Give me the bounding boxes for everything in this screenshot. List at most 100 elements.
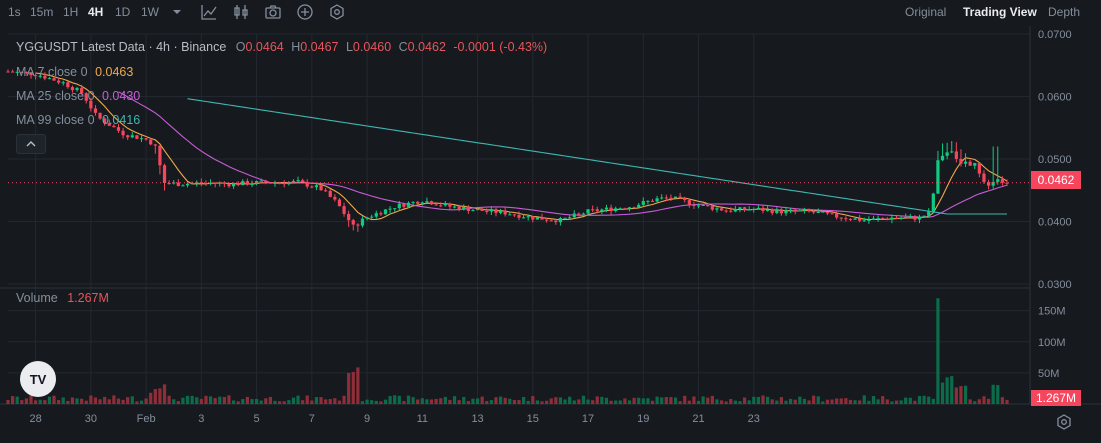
add-icon[interactable] [296,3,314,21]
candle-body [940,155,945,161]
collapse-legend-button[interactable] [16,134,46,154]
volume-bar [890,401,894,404]
candle-body [439,205,443,207]
volume-bar [568,396,572,404]
tradingview-logo[interactable]: TV [20,361,56,397]
volume-bar [195,397,199,404]
volume-bar [130,396,134,404]
time-tick-label: 30 [85,413,97,425]
price-chart[interactable]: 0.07000.06000.05000.04000.0300150M100M50… [0,26,1101,443]
indicator-icon[interactable] [200,3,218,21]
time-tick-label: 19 [637,413,649,425]
ma25-legend: MA 25 close 0 0.0430 [16,89,140,103]
time-tick-label: 28 [29,413,41,425]
candle-body [678,196,682,198]
settings-hex-icon[interactable] [328,3,346,21]
chart-settings-icon[interactable] [1055,413,1073,431]
volume-bar [577,399,581,404]
volume-bar [144,398,148,404]
candle-body [747,209,751,211]
candle-body [112,125,116,128]
timeframe-1h[interactable]: 1H [63,5,79,19]
candle-body [807,209,811,211]
volume-bar [337,400,342,404]
volume-bar [360,401,365,404]
candle-body [779,209,784,214]
volume-bar [632,397,636,404]
volume-bar [618,400,622,404]
volume-bar [213,398,217,404]
candle-body [908,216,912,218]
volume-bar [673,397,678,404]
high-value: 0.0467 [300,40,339,54]
price-tick-label: 0.0700 [1038,29,1072,41]
timeframe-1s[interactable]: 1s [8,5,21,19]
candle-body [181,185,185,187]
volume-bar [646,398,650,404]
candle-body [871,218,876,220]
timeframe-1w[interactable]: 1W [141,5,159,19]
candle-body [370,216,374,218]
chevron-down-icon[interactable] [168,3,186,21]
volume-bar [922,395,926,404]
volume-bar [319,397,323,404]
volume-bar [973,401,977,404]
candle-body [406,202,411,207]
volume-bar [374,400,378,404]
candle-body [839,217,843,219]
candle-body [153,144,157,146]
timeframe-15m[interactable]: 15m [30,5,54,19]
candle-body [512,214,517,216]
volume-bar [627,400,632,404]
time-tick-label: 15 [527,413,539,425]
candle-body [733,209,737,212]
volume-bar [103,396,107,404]
price-tick-label: 0.0500 [1038,154,1072,166]
volume-bar [1005,399,1009,404]
candle-body [885,218,889,220]
volume-bar [641,398,645,404]
candle-body [172,182,176,184]
candle-body [383,209,388,215]
volume-bar [660,397,664,404]
time-tick-label: 17 [582,413,594,425]
candle-body [425,201,429,203]
volume-bar [471,398,475,404]
volume-bar [93,397,98,404]
timeframe-1d[interactable]: 1D [115,5,131,19]
view-original[interactable]: Original [905,5,947,19]
camera-icon[interactable] [264,3,282,21]
volume-bar [139,400,144,404]
ma7-label: MA 7 close 0 [16,65,88,79]
volume-bar [637,397,641,404]
candle-body [43,75,47,79]
volume-bar [517,399,521,404]
candle-body [107,123,111,126]
candle-body [931,193,935,212]
volume-bar [287,400,291,404]
volume-bar [512,400,517,404]
candle-body [959,158,963,164]
candle-body [434,204,438,206]
candle-body [328,190,332,197]
candle-body [802,209,807,211]
view-depth[interactable]: Depth [1048,5,1081,19]
volume-bar [379,401,383,404]
timeframe-4h[interactable]: 4H [88,5,104,19]
candle-body [374,213,378,217]
volume-bar [701,396,705,404]
volume-bar [692,396,696,404]
volume-bar [38,399,42,404]
volume-bar [135,401,139,404]
candle-body [696,205,701,207]
volume-bar [812,395,816,404]
candle-body [673,196,678,199]
candle-body [581,213,586,215]
candle-body [775,209,779,214]
candle-body [70,87,75,91]
view-trading-view[interactable]: Trading View [963,5,1037,19]
candle-type-icon[interactable] [232,3,250,21]
volume-bar [830,399,834,404]
volume-bar [600,396,604,404]
volume-bar [24,398,29,404]
